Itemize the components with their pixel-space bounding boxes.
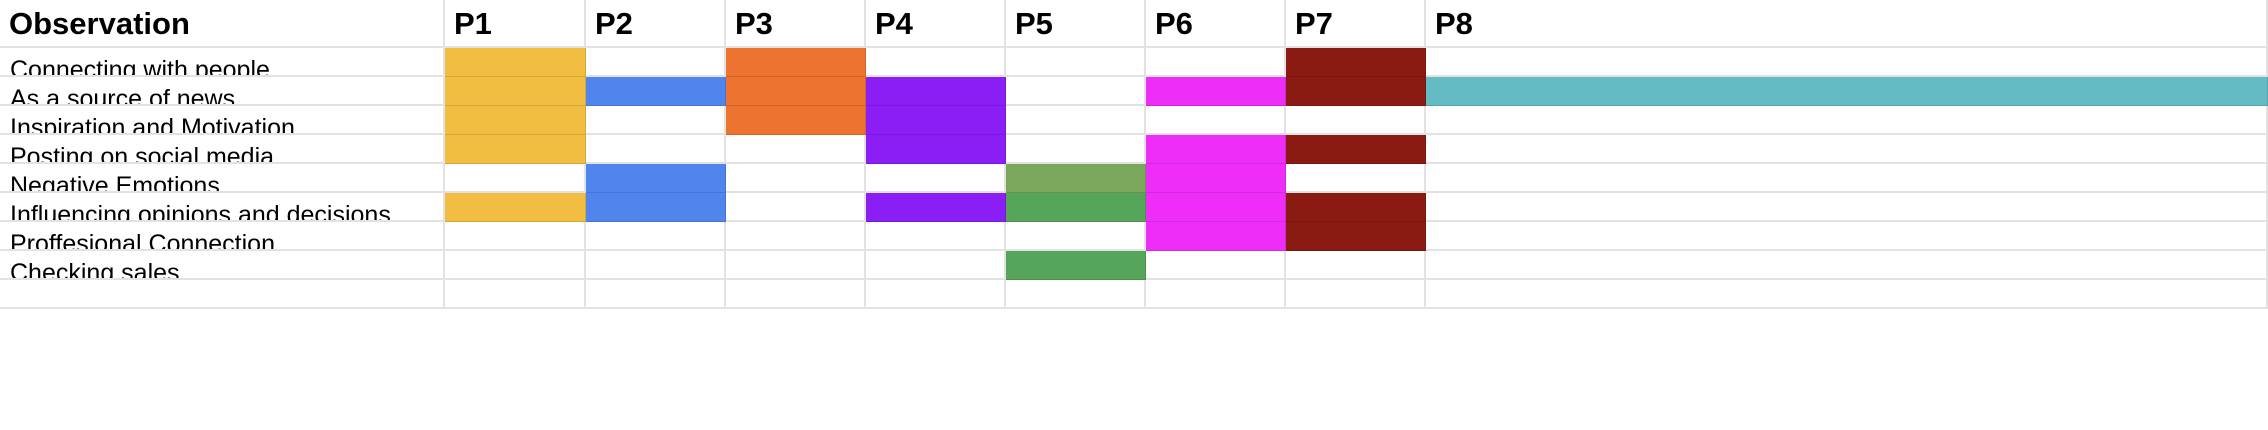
empty-cell[interactable]: [1286, 164, 1426, 193]
row-label[interactable]: Negative Emotions: [0, 164, 445, 193]
filled-cell-p6[interactable]: [1146, 193, 1286, 222]
empty-cell[interactable]: [445, 251, 586, 280]
empty-cell[interactable]: [1286, 280, 1426, 309]
header-p1[interactable]: P1: [445, 0, 586, 48]
filled-cell-p5[interactable]: [1006, 193, 1146, 222]
empty-cell[interactable]: [726, 280, 866, 309]
empty-cell[interactable]: [586, 106, 726, 135]
filled-cell-p3[interactable]: [726, 48, 866, 77]
row-label[interactable]: Inspiration and Motivation: [0, 106, 445, 135]
filled-cell-p7[interactable]: [1286, 48, 1426, 77]
empty-cell[interactable]: [1426, 193, 2268, 222]
filled-cell-p2[interactable]: [586, 164, 726, 193]
filled-cell-p8[interactable]: [1426, 77, 2268, 106]
empty-cell[interactable]: [1426, 222, 2268, 251]
filled-cell-p1[interactable]: [445, 193, 586, 222]
row-label[interactable]: As a source of news: [0, 77, 445, 106]
empty-cell[interactable]: [726, 193, 866, 222]
filled-cell-p3[interactable]: [726, 106, 866, 135]
empty-cell[interactable]: [1426, 251, 2268, 280]
filled-cell-p6[interactable]: [1146, 222, 1286, 251]
empty-cell[interactable]: [866, 222, 1006, 251]
empty-cell[interactable]: [586, 280, 726, 309]
empty-cell[interactable]: [1146, 280, 1286, 309]
empty-cell[interactable]: [445, 222, 586, 251]
header-p2[interactable]: P2: [586, 0, 726, 48]
empty-cell[interactable]: [1006, 77, 1146, 106]
empty-cell[interactable]: [726, 135, 866, 164]
empty-cell[interactable]: [1006, 222, 1146, 251]
empty-cell[interactable]: [586, 251, 726, 280]
empty-cell[interactable]: [1006, 48, 1146, 77]
filled-cell-p7[interactable]: [1286, 193, 1426, 222]
filled-cell-p3[interactable]: [726, 77, 866, 106]
filled-cell-p4[interactable]: [866, 77, 1006, 106]
empty-cell[interactable]: [586, 48, 726, 77]
empty-cell[interactable]: [586, 135, 726, 164]
empty-cell[interactable]: [1146, 251, 1286, 280]
header-p6[interactable]: P6: [1146, 0, 1286, 48]
header-p4[interactable]: P4: [866, 0, 1006, 48]
header-p7[interactable]: P7: [1286, 0, 1426, 48]
empty-cell[interactable]: [1426, 164, 2268, 193]
filled-cell-p2[interactable]: [586, 193, 726, 222]
row-label[interactable]: Connecting with people: [0, 48, 445, 77]
header-p3[interactable]: P3: [726, 0, 866, 48]
empty-cell[interactable]: [726, 164, 866, 193]
filled-cell-p6[interactable]: [1146, 77, 1286, 106]
empty-cell[interactable]: [1426, 106, 2268, 135]
row-label[interactable]: [0, 280, 445, 309]
empty-cell[interactable]: [1426, 48, 2268, 77]
empty-cell[interactable]: [1286, 106, 1426, 135]
filled-cell-p6[interactable]: [1146, 164, 1286, 193]
empty-cell[interactable]: [1006, 135, 1146, 164]
row-label[interactable]: Checking sales: [0, 251, 445, 280]
row-label[interactable]: Influencing opinions and decisions: [0, 193, 445, 222]
empty-cell[interactable]: [1286, 251, 1426, 280]
filled-cell-p1[interactable]: [445, 77, 586, 106]
empty-cell[interactable]: [726, 222, 866, 251]
empty-cell[interactable]: [866, 164, 1006, 193]
empty-cell[interactable]: [1006, 106, 1146, 135]
filled-cell-p4[interactable]: [866, 106, 1006, 135]
empty-cell[interactable]: [1146, 106, 1286, 135]
header-observation[interactable]: Observation: [0, 0, 445, 48]
header-p8[interactable]: P8: [1426, 0, 2268, 48]
row-label[interactable]: Posting on social media: [0, 135, 445, 164]
filled-cell-p7[interactable]: [1286, 77, 1426, 106]
empty-cell[interactable]: [866, 251, 1006, 280]
filled-cell-p1[interactable]: [445, 106, 586, 135]
filled-cell-p1[interactable]: [445, 48, 586, 77]
empty-cell[interactable]: [866, 48, 1006, 77]
filled-cell-p1[interactable]: [445, 135, 586, 164]
empty-cell[interactable]: [1426, 280, 2268, 309]
filled-cell-p7[interactable]: [1286, 222, 1426, 251]
filled-cell-p4[interactable]: [866, 193, 1006, 222]
filled-cell-p4[interactable]: [866, 135, 1006, 164]
empty-cell[interactable]: [726, 251, 866, 280]
filled-cell-p6[interactable]: [1146, 135, 1286, 164]
row-label[interactable]: Proffesional Connection: [0, 222, 445, 251]
empty-cell[interactable]: [586, 222, 726, 251]
filled-cell-p5[interactable]: [1006, 164, 1146, 193]
empty-cell[interactable]: [1006, 280, 1146, 309]
header-p5[interactable]: P5: [1006, 0, 1146, 48]
empty-cell[interactable]: [1146, 48, 1286, 77]
filled-cell-p2[interactable]: [586, 77, 726, 106]
empty-cell[interactable]: [445, 280, 586, 309]
filled-cell-p5[interactable]: [1006, 251, 1146, 280]
empty-cell[interactable]: [1426, 135, 2268, 164]
empty-cell[interactable]: [445, 164, 586, 193]
filled-cell-p7[interactable]: [1286, 135, 1426, 164]
empty-cell[interactable]: [866, 280, 1006, 309]
